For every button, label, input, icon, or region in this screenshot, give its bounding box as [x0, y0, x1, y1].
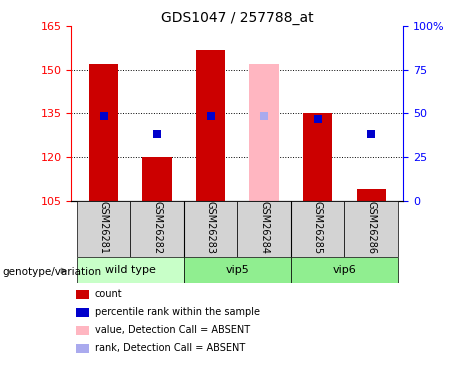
Text: GSM26281: GSM26281	[99, 201, 109, 254]
Point	[207, 113, 214, 119]
Text: genotype/variation: genotype/variation	[2, 267, 101, 277]
Text: count: count	[95, 290, 122, 299]
Bar	[344, 201, 398, 257]
Bar	[291, 201, 344, 257]
Text: vip5: vip5	[225, 265, 249, 275]
Point	[314, 116, 321, 122]
Point	[367, 131, 375, 137]
Text: wild type: wild type	[105, 265, 156, 275]
Text: value, Detection Call = ABSENT: value, Detection Call = ABSENT	[95, 326, 249, 335]
Text: GSM26285: GSM26285	[313, 201, 323, 254]
Title: GDS1047 / 257788_at: GDS1047 / 257788_at	[161, 11, 314, 25]
Bar	[237, 201, 291, 257]
Text: GSM26283: GSM26283	[206, 201, 216, 254]
Text: GSM26282: GSM26282	[152, 201, 162, 254]
Bar	[249, 64, 279, 201]
Bar	[184, 257, 291, 283]
Text: vip6: vip6	[332, 265, 356, 275]
Bar	[291, 257, 398, 283]
Bar	[142, 157, 172, 201]
Point	[100, 113, 107, 119]
Text: GSM26284: GSM26284	[259, 201, 269, 254]
Bar	[184, 201, 237, 257]
Bar	[303, 113, 332, 201]
Text: GSM26286: GSM26286	[366, 201, 376, 254]
Bar	[77, 201, 130, 257]
Point	[154, 131, 161, 137]
Text: percentile rank within the sample: percentile rank within the sample	[95, 308, 260, 317]
Bar	[130, 201, 184, 257]
Bar	[196, 50, 225, 201]
Point	[260, 113, 268, 119]
Bar	[77, 257, 184, 283]
Bar	[356, 189, 386, 201]
Bar	[89, 64, 118, 201]
Text: rank, Detection Call = ABSENT: rank, Detection Call = ABSENT	[95, 344, 245, 353]
